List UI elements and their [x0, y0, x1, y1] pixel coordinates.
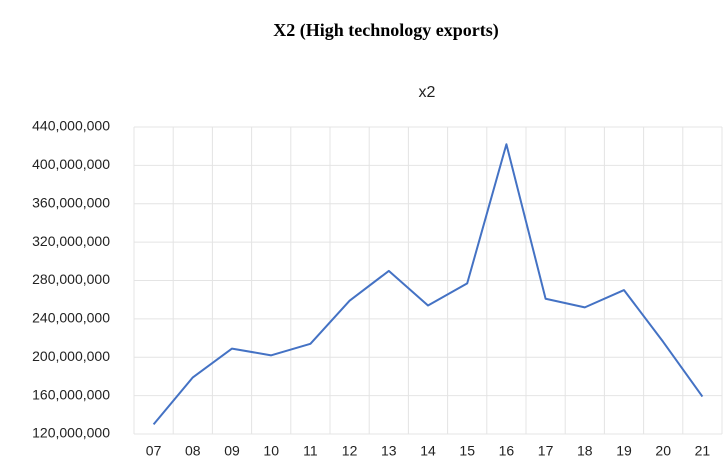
chart-title: x2 — [419, 84, 436, 101]
x-tick-label: 07 — [146, 443, 162, 459]
y-tick-label: 160,000,000 — [32, 386, 110, 402]
x-tick-label: 13 — [381, 443, 397, 459]
y-tick-label: 400,000,000 — [32, 156, 110, 172]
x-tick-label: 12 — [342, 443, 358, 459]
x-tick-label: 09 — [224, 443, 240, 459]
x-tick-label: 18 — [577, 443, 593, 459]
page-heading: X2 (High technology exports) — [273, 20, 498, 41]
x-tick-label: 15 — [459, 443, 475, 459]
y-tick-label: 120,000,000 — [32, 425, 110, 441]
x-tick-label: 21 — [695, 443, 711, 459]
x-tick-label: 17 — [538, 443, 554, 459]
y-tick-label: 440,000,000 — [32, 118, 110, 134]
y-tick-label: 360,000,000 — [32, 194, 110, 210]
y-tick-label: 280,000,000 — [32, 271, 110, 287]
y-tick-label: 240,000,000 — [32, 310, 110, 326]
x-tick-label: 19 — [616, 443, 632, 459]
x-tick-label: 08 — [185, 443, 201, 459]
x-tick-label: 10 — [263, 443, 279, 459]
x-tick-label: 16 — [499, 443, 515, 459]
y-tick-label: 320,000,000 — [32, 233, 110, 249]
x-tick-label: 11 — [303, 443, 318, 459]
y-tick-label: 200,000,000 — [32, 348, 110, 364]
data-line — [152, 143, 704, 426]
x-tick-label: 14 — [420, 443, 436, 459]
x-tick-label: 20 — [655, 443, 671, 459]
